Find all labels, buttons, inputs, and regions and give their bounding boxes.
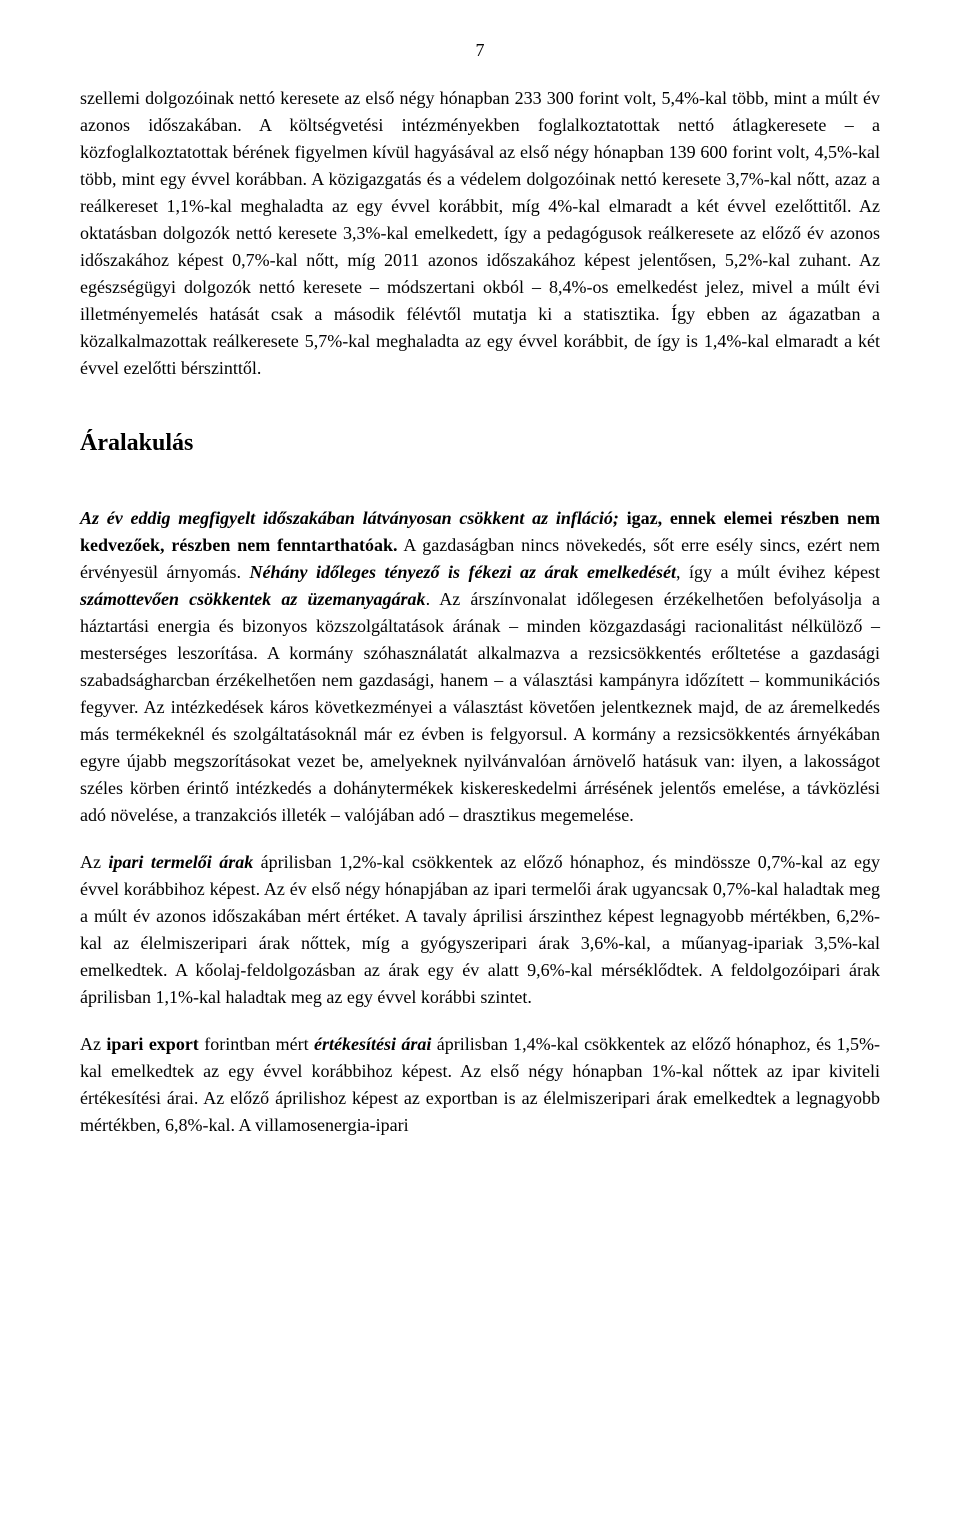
p4-bold-1: ipari export	[106, 1034, 198, 1054]
p2-text-3: . Az árszínvonalat időlegesen érzékelhet…	[80, 589, 880, 825]
paragraph-4: Az ipari export forintban mért értékesít…	[80, 1031, 880, 1139]
paragraph-1: szellemi dolgozóinak nettó keresete az e…	[80, 85, 880, 382]
p2-emphasis-2: Néhány időleges tényező is fékezi az ára…	[249, 562, 676, 582]
p2-emphasis-3: számottevően csökkentek az üzemanyagárak	[80, 589, 426, 609]
page-number: 7	[80, 40, 880, 61]
p3-text-2: áprilisban 1,2%-kal csökkentek az előző …	[80, 852, 880, 1007]
p3-text-1: Az	[80, 852, 108, 872]
p2-emphasis-1: Az év eddig megfigyelt időszakában látvá…	[80, 508, 619, 528]
paragraph-2: Az év eddig megfigyelt időszakában látvá…	[80, 505, 880, 829]
p2-text-2: , így a múlt évihez képest	[676, 562, 880, 582]
p4-emphasis-1: értékesítési árai	[314, 1034, 431, 1054]
paragraph-3: Az ipari termelői árak áprilisban 1,2%-k…	[80, 849, 880, 1011]
p3-emphasis-1: ipari termelői árak	[108, 852, 253, 872]
p4-text-2: forintban mért	[199, 1034, 314, 1054]
section-heading-price: Áralakulás	[80, 430, 880, 457]
p4-text-1: Az	[80, 1034, 106, 1054]
